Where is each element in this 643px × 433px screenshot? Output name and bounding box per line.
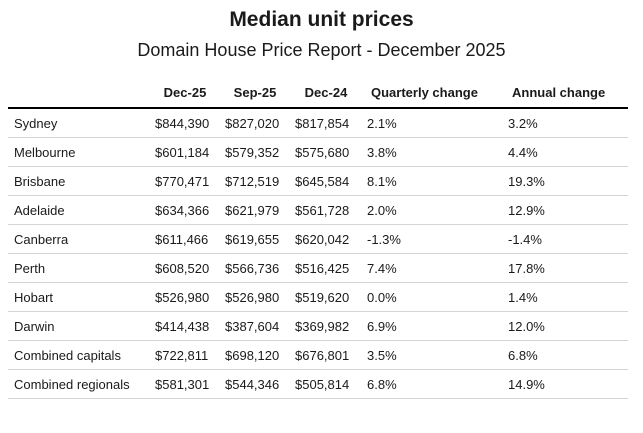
table-row: Combined capitals $722,811 $698,120 $676,80… xyxy=(8,340,628,370)
cell: $414,438 xyxy=(150,311,220,341)
cell: $645,584 xyxy=(290,166,362,196)
cell: $505,814 xyxy=(290,369,362,399)
column-header: Sep-25 xyxy=(220,78,290,109)
cell: 2.1% xyxy=(362,108,503,138)
cell: $516,425 xyxy=(290,253,362,283)
cell: $519,620 xyxy=(290,282,362,312)
price-table: Dec-25 Sep-25 Dec-24 Quarterly change Annual… xyxy=(8,78,628,399)
subtitle: Domain House Price Report - December 202… xyxy=(137,40,506,60)
cell: 6.8% xyxy=(503,340,628,370)
cell: 3.2% xyxy=(503,108,628,138)
table-row: Sydney $844,390 $827,020 $817,854 2.1% 3.2% xyxy=(8,108,628,138)
cell: $544,346 xyxy=(220,369,290,399)
cell: $621,979 xyxy=(220,195,290,225)
table-header: Dec-25 Sep-25 Dec-24 Quarterly change Annual… xyxy=(8,78,628,109)
cell: $601,184 xyxy=(150,137,220,167)
cell: 1.4% xyxy=(503,282,628,312)
cell: 3.8% xyxy=(362,137,503,167)
cell: 2.0% xyxy=(362,195,503,225)
row-label: Canberra xyxy=(8,224,150,254)
cell: $844,390 xyxy=(150,108,220,138)
table-row: Brisbane $770,471 $712,519 $645,584 8.1% 19.3… xyxy=(8,166,628,196)
cell: $620,042 xyxy=(290,224,362,254)
cell: 6.8% xyxy=(362,369,503,399)
cell: $827,020 xyxy=(220,108,290,138)
table-row: Canberra $611,466 $619,655 $620,042 -1.3% -1.… xyxy=(8,224,628,254)
cell: 14.9% xyxy=(503,369,628,399)
cell: 0.0% xyxy=(362,282,503,312)
table-row: Hobart $526,980 $526,980 $519,620 0.0% 1.4% xyxy=(8,282,628,312)
table-row: Darwin $414,438 $387,604 $369,982 6.9% 12.0% xyxy=(8,311,628,341)
row-label: Combined capitals xyxy=(8,340,150,370)
cell: $526,980 xyxy=(220,282,290,312)
cell: 8.1% xyxy=(362,166,503,196)
cell: 3.5% xyxy=(362,340,503,370)
column-header: Quarterly change xyxy=(362,78,503,109)
cell: 7.4% xyxy=(362,253,503,283)
column-header: Dec-25 xyxy=(150,78,220,109)
row-label: Hobart xyxy=(8,282,150,312)
cell: $770,471 xyxy=(150,166,220,196)
cell: 4.4% xyxy=(503,137,628,167)
cell: $387,604 xyxy=(220,311,290,341)
column-header xyxy=(8,78,150,109)
cell: $581,301 xyxy=(150,369,220,399)
row-label: Darwin xyxy=(8,311,150,341)
cell: $369,982 xyxy=(290,311,362,341)
table-row: Combined regionals $581,301 $544,346 $505,8… xyxy=(8,369,628,399)
cell: $608,520 xyxy=(150,253,220,283)
table-row: Adelaide $634,366 $621,979 $561,728 2.0% 12.9… xyxy=(8,195,628,225)
cell: 12.9% xyxy=(503,195,628,225)
cell: $579,352 xyxy=(220,137,290,167)
cell: $619,655 xyxy=(220,224,290,254)
cell: $566,736 xyxy=(220,253,290,283)
cell: 19.3% xyxy=(503,166,628,196)
row-label: Combined regionals xyxy=(8,369,150,399)
cell: $817,854 xyxy=(290,108,362,138)
table-body: Sydney $844,390 $827,020 $817,854 2.1% 3.2% Me… xyxy=(8,108,628,399)
column-header: Dec-24 xyxy=(290,78,362,109)
cell: $561,728 xyxy=(290,195,362,225)
cell: $676,801 xyxy=(290,340,362,370)
row-label: Perth xyxy=(8,253,150,283)
header-row: Dec-25 Sep-25 Dec-24 Quarterly change Annual… xyxy=(8,78,628,109)
row-label: Adelaide xyxy=(8,195,150,225)
row-label: Sydney xyxy=(8,108,150,138)
cell: $526,980 xyxy=(150,282,220,312)
row-label: Brisbane xyxy=(8,166,150,196)
column-header: Annual change xyxy=(503,78,628,109)
row-label: Melbourne xyxy=(8,137,150,167)
cell: $575,680 xyxy=(290,137,362,167)
table-row: Perth $608,520 $566,736 $516,425 7.4% 17.8% xyxy=(8,253,628,283)
table-row: Melbourne $601,184 $579,352 $575,680 3.8% 4.4… xyxy=(8,137,628,167)
cell: 6.9% xyxy=(362,311,503,341)
cell: -1.4% xyxy=(503,224,628,254)
cell: $698,120 xyxy=(220,340,290,370)
cell: $611,466 xyxy=(150,224,220,254)
cell: 17.8% xyxy=(503,253,628,283)
cell: $634,366 xyxy=(150,195,220,225)
title: Median unit prices xyxy=(229,8,414,31)
cell: $722,811 xyxy=(150,340,220,370)
cell: $712,519 xyxy=(220,166,290,196)
cell: 12.0% xyxy=(503,311,628,341)
cell: -1.3% xyxy=(362,224,503,254)
